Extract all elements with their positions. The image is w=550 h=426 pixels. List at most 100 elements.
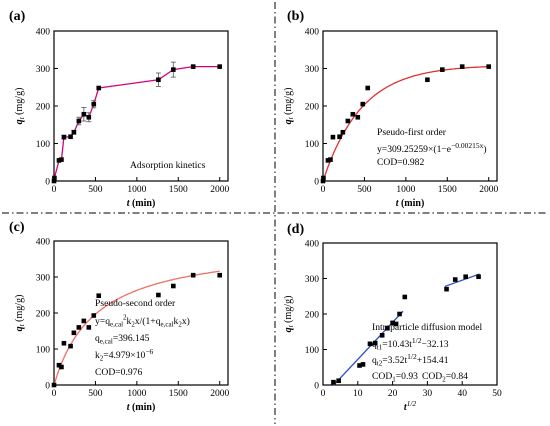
data-point-b xyxy=(320,178,326,184)
data-point-d xyxy=(357,363,362,368)
x-axis-label-b: t (min) xyxy=(396,198,425,209)
y-axis-label-d: qt (mg/g) xyxy=(283,296,295,333)
data-point-a xyxy=(59,157,64,162)
x-tick-label-d: 50 xyxy=(492,389,502,399)
data-point-b xyxy=(355,114,361,120)
data-point-a xyxy=(76,118,82,124)
data-point-d xyxy=(367,341,373,347)
x-tick-label-b: 1500 xyxy=(438,185,457,195)
data-point-d xyxy=(397,311,402,317)
data-point-c xyxy=(217,272,223,278)
y-tick-label-b: 100 xyxy=(305,140,320,150)
data-point-c xyxy=(91,313,97,318)
y-tick-label-b: 300 xyxy=(305,65,320,75)
x-tick-label-d: 40 xyxy=(457,389,467,399)
data-point-b xyxy=(486,64,492,69)
panel-label-b: (b) xyxy=(287,9,304,24)
fit-line-d-2 xyxy=(444,273,480,288)
y-axis-label-c: qt (mg/g) xyxy=(14,295,26,332)
data-point-b xyxy=(459,64,465,69)
data-point-a xyxy=(61,134,67,140)
data-point-a xyxy=(51,178,57,184)
y-tick-label-d: 300 xyxy=(305,275,320,285)
y-tick-label-c: 300 xyxy=(36,274,51,284)
y-tick-label-d: 400 xyxy=(305,240,320,250)
y-tick-label-b: 0 xyxy=(314,178,319,188)
annotation-c-qe: qe,cal=396.145 xyxy=(95,333,150,346)
x-axis-label-c: t (min) xyxy=(127,402,156,413)
data-point-a xyxy=(56,158,62,163)
y-tick-label-d: 100 xyxy=(305,346,320,356)
x-tick-label-c: 1500 xyxy=(169,389,188,399)
data-point-b xyxy=(337,134,342,140)
data-point-d xyxy=(390,320,395,326)
data-point-a xyxy=(86,114,92,120)
x-tick-label-d: 20 xyxy=(388,389,398,399)
x-tick-label-a: 0 xyxy=(52,185,57,195)
data-point-b xyxy=(360,101,366,107)
data-point-c xyxy=(51,382,57,388)
y-tick-label-c: 400 xyxy=(36,238,51,248)
x-tick-label-a: 1500 xyxy=(169,185,188,195)
data-point-c xyxy=(61,340,67,346)
data-point-d xyxy=(331,379,336,385)
y-tick-label-a: 0 xyxy=(45,178,50,188)
annotation-d-eq2: qt2=3.52t1/2+154.41 xyxy=(372,352,449,368)
data-point-c xyxy=(96,293,102,299)
x-tick-label-a: 2000 xyxy=(210,185,229,195)
data-point-d xyxy=(444,286,449,292)
data-point-d xyxy=(476,274,481,280)
data-point-b xyxy=(340,129,346,135)
panel-d: 0 10 20 30 40 50 0 100 200 300 400 qt (mg/g) t1/2 xyxy=(283,240,502,414)
data-point-b xyxy=(328,157,333,162)
y-tick-label-d: 200 xyxy=(305,311,320,321)
annotation-b-equation: y=309.25259×(1−e−0.00215x) xyxy=(377,141,487,155)
data-point-c xyxy=(68,343,73,349)
data-point-b xyxy=(350,111,356,117)
y-tick-label-d: 0 xyxy=(314,382,319,392)
data-point-d xyxy=(360,362,366,367)
annotation-c-title: Pseudo-second order xyxy=(95,298,176,309)
data-point-b xyxy=(325,158,331,163)
x-tick-label-b: 2000 xyxy=(479,185,498,195)
data-point-c xyxy=(76,325,82,330)
data-point-c xyxy=(190,272,196,278)
data-point-b xyxy=(440,67,445,72)
annotation-d-eq1: qt1=10.43t1/2−32.13 xyxy=(372,336,449,352)
y-tick-label-c: 0 xyxy=(45,382,50,392)
x-tick-label-a: 500 xyxy=(88,185,103,195)
data-point-d xyxy=(379,333,385,338)
data-point-c xyxy=(156,292,161,298)
data-point-d xyxy=(463,274,468,280)
x-tick-label-d: 0 xyxy=(321,389,326,399)
x-tick-label-c: 500 xyxy=(88,389,103,399)
annotation-c-equation: y=qe,cal2k2x/(1+qe,calk2x) xyxy=(95,314,190,329)
x-tick-label-c: 1000 xyxy=(127,389,146,399)
data-point-b xyxy=(330,134,336,140)
panel-b: 0 500 1000 1500 2000 0 100 200 300 400 qt (mg/g) t … xyxy=(283,28,498,210)
y-tick-label-b: 200 xyxy=(305,103,320,113)
x-tick-label-d: 10 xyxy=(353,389,363,399)
data-point-b xyxy=(425,77,430,83)
panel-c: 0 500 1000 1500 2000 0 100 200 300 400 qt (mg/g) t … xyxy=(14,238,229,414)
annotation-a-title: Adsorption kinetics xyxy=(130,160,206,171)
x-axis-label-d: t1/2 xyxy=(404,399,417,413)
y-axis-label-b: qt (mg/g) xyxy=(283,88,295,125)
x-tick-label-c: 0 xyxy=(52,389,57,399)
data-point-d xyxy=(402,294,408,300)
y-tick-label-c: 200 xyxy=(36,310,51,320)
annotation-c-cod: COD=0.976 xyxy=(95,367,142,378)
data-point-a xyxy=(68,134,73,140)
data-point-c xyxy=(71,330,77,336)
data-point-c xyxy=(86,325,92,330)
data-point-a xyxy=(52,175,57,181)
x-axis-label-a: t (min) xyxy=(127,198,156,209)
data-point-b xyxy=(321,175,326,181)
y-tick-label-a: 400 xyxy=(36,28,51,38)
x-tick-label-b: 500 xyxy=(357,185,372,195)
y-axis-label-a: qt (mg/g) xyxy=(14,88,26,125)
panel-label-d: (d) xyxy=(287,222,304,237)
x-tick-label-b: 1000 xyxy=(396,185,415,195)
data-point-c xyxy=(171,283,176,289)
annotation-d-title: Intraparticle diffusion model xyxy=(372,322,482,333)
